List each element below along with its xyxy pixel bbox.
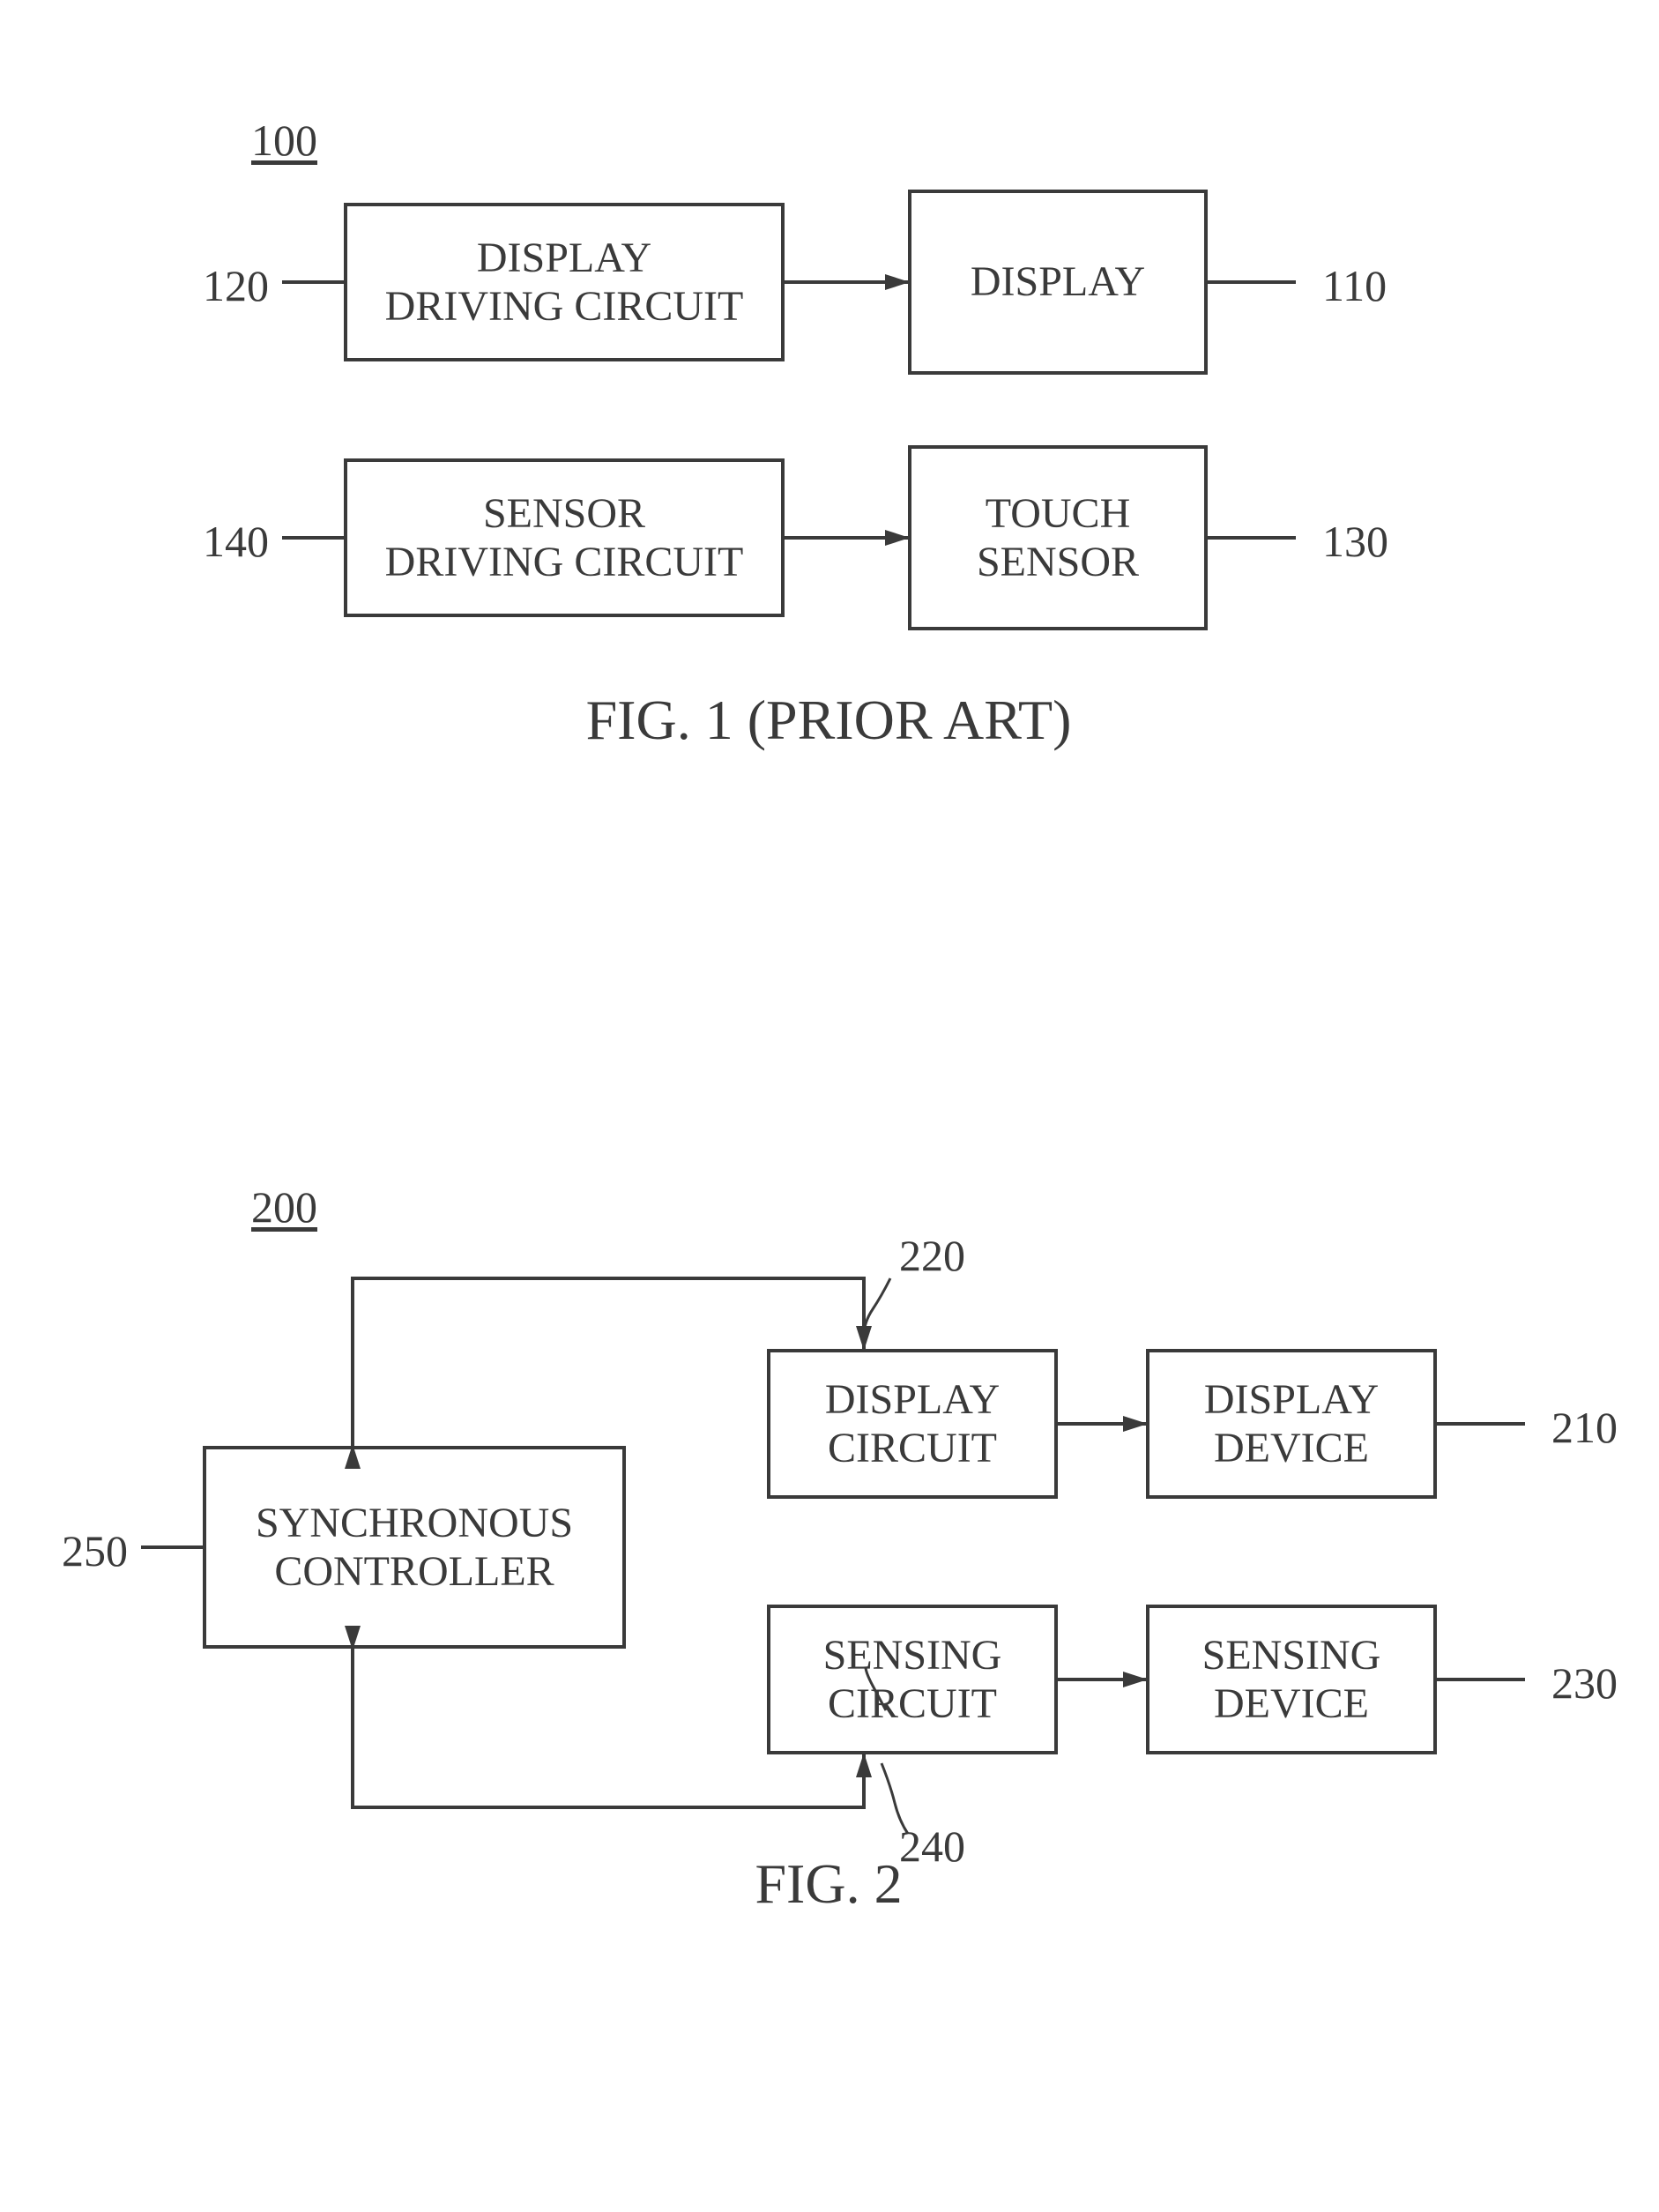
fig2-caption: FIG. 2 [755, 1851, 902, 1917]
page: 100 DISPLAYDRIVING CIRCUIT DISPLAY SENSO… [0, 0, 1659, 2212]
